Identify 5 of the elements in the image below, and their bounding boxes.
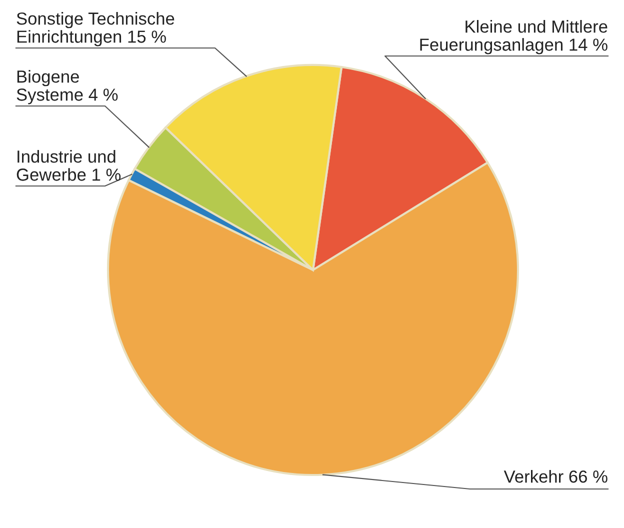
- slice-label: Biogene Systeme 4 %: [16, 70, 118, 104]
- slice-label: Sonstige Technische Einrichtungen 15 %: [16, 12, 174, 46]
- slice-label: Kleine und Mittlere Feuerungsanlagen 14 %: [420, 20, 608, 54]
- slice-label: Industrie und Gewerbe 1 %: [16, 150, 121, 181]
- slice-label: Verkehr 66 %: [504, 470, 608, 483]
